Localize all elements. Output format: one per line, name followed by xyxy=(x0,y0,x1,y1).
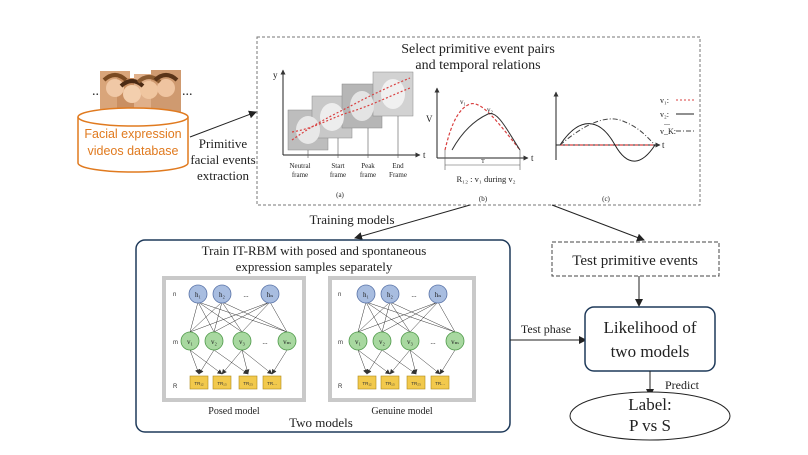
genuine-hidden-node-2: h₂ xyxy=(387,291,394,299)
label-line1: Label: xyxy=(628,395,671,414)
two-models-label: Two models xyxy=(289,415,353,430)
posed-model-diagram: n m R h₁ h₂ ... hₙ v₁ v xyxy=(162,276,306,417)
posed-visible-node-m: vₘ xyxy=(283,338,292,346)
select-title-line2: and temporal relations xyxy=(415,58,540,73)
posed-relation-node-23: TR₂₃ xyxy=(243,381,253,386)
genuine-visible-ellipsis: ... xyxy=(430,338,436,346)
genuine-model-label: Genuine model xyxy=(371,406,433,417)
posed-hidden-nodes: h₁ h₂ ... hₙ xyxy=(188,284,280,304)
panel-c-legend-v2: v₂: xyxy=(660,110,669,119)
posed-model-label: Posed model xyxy=(208,406,260,417)
posed-relation-nodes: TR₁₂ TR₁₃ TR₂₃ TR... xyxy=(189,375,282,390)
posed-hidden-node-2: h₂ xyxy=(219,291,226,299)
test-primitive-events-label: Test primitive events xyxy=(572,253,698,269)
ellipsis-left: ... xyxy=(92,84,103,99)
genuine-model-diagram: n m R h₁ h₂ ... hₙ v₁ v xyxy=(328,276,476,417)
genuine-relation-node-13: TR₁₃ xyxy=(385,381,395,386)
likelihood-line1: Likelihood of xyxy=(603,318,696,337)
posed-row-label-m: m xyxy=(173,340,178,346)
frame-label-end: End Frame xyxy=(389,162,407,179)
panel-b-t-label: T xyxy=(481,159,485,165)
panel-a-caption: (a) xyxy=(336,191,344,199)
extraction-label-line2: facial events xyxy=(190,152,255,167)
predict-label: Predict xyxy=(665,378,700,392)
genuine-row-label-r: R xyxy=(338,384,343,390)
test-primitive-events-box: Test primitive events xyxy=(551,241,720,277)
panel-b-v-axis: V xyxy=(426,114,433,124)
train-title-line2: expression samples separately xyxy=(236,259,393,274)
posed-visible-relation-edges xyxy=(189,349,288,375)
panel-b-event-relation: V t v₁ v₂ T R₁₂ : v₁ during v₂ (b) xyxy=(426,87,534,203)
ellipsis-right: ... xyxy=(182,84,193,99)
posed-hidden-node-n: hₙ xyxy=(267,291,274,299)
genuine-row-label-n: n xyxy=(338,292,341,298)
frame-label-start: Start frame xyxy=(330,162,346,179)
genuine-visible-nodes: v₁ v₂ v₃ ... vₘ xyxy=(348,331,465,351)
database-label-line1: Facial expression xyxy=(84,127,181,141)
likelihood-box: Likelihood of two models xyxy=(584,306,716,372)
likelihood-line2: two models xyxy=(611,342,690,361)
panel-c-legend-v1: v₁: xyxy=(660,96,669,105)
genuine-row-label-m: m xyxy=(338,340,343,346)
extraction-label-line3: extraction xyxy=(197,168,249,183)
database-label-line2: videos database xyxy=(87,144,178,158)
posed-visible-node-1: v₁ xyxy=(187,338,193,346)
genuine-relation-node-23: TR₂₃ xyxy=(411,381,421,386)
panel-b-caption: (b) xyxy=(479,195,488,203)
genuine-relation-node-more: TR... xyxy=(435,381,445,386)
genuine-visible-relation-edges xyxy=(357,349,456,375)
panel-c-legend-vk: v_K: xyxy=(660,127,676,136)
genuine-relation-nodes: TR₁₂ TR₁₃ TR₂₃ TR... xyxy=(357,375,450,390)
label-line2: P vs S xyxy=(629,416,671,435)
panel-a-y-axis: y xyxy=(273,70,278,80)
arrow-to-test xyxy=(551,204,645,242)
arrow-to-train xyxy=(354,204,471,240)
frame-label-neutral: Neutral frame xyxy=(290,162,311,179)
panel-a-facial-frames: y t Neutral frame Start frame Peak frame En… xyxy=(273,69,426,199)
panel-b-t-axis: t xyxy=(531,153,534,163)
genuine-visible-node-2: v₂ xyxy=(379,338,386,346)
panel-b-v2: v₂ xyxy=(487,106,494,114)
genuine-relation-node-12: TR₁₂ xyxy=(362,381,372,386)
posed-relation-node-13: TR₁₃ xyxy=(217,381,227,386)
genuine-hidden-ellipsis: ... xyxy=(411,291,417,299)
posed-hidden-ellipsis: ... xyxy=(243,291,249,299)
genuine-hidden-node-1: h₁ xyxy=(363,291,369,299)
genuine-hidden-visible-edges xyxy=(357,301,456,333)
posed-visible-ellipsis: ... xyxy=(262,338,268,346)
genuine-hidden-node-n: hₙ xyxy=(435,291,442,299)
posed-hidden-node-1: h₁ xyxy=(195,291,201,299)
arrow-to-select xyxy=(189,110,257,138)
label-ellipse: Label: P vs S xyxy=(569,391,731,441)
genuine-visible-node-m: vₘ xyxy=(451,338,460,346)
test-phase-label: Test phase xyxy=(521,322,571,336)
posed-hidden-visible-edges xyxy=(189,301,288,333)
panel-c-event-signals: t v₁: v₂: ... v_K: (c) xyxy=(553,91,694,203)
panel-c-caption: (c) xyxy=(602,195,610,203)
frame-label-peak: Peak frame xyxy=(360,162,376,179)
panel-b-relation: R₁₂ : v₁ during v₂ xyxy=(456,174,515,184)
panel-c-t-axis: t xyxy=(662,140,665,150)
panel-c-legend-ellipsis: ... xyxy=(664,118,670,127)
genuine-hidden-nodes: h₁ h₂ ... hₙ xyxy=(356,284,448,304)
posed-visible-node-3: v₃ xyxy=(239,338,246,346)
extraction-label-line1: Primitive xyxy=(199,136,248,151)
training-models-label: Training models xyxy=(309,212,394,227)
posed-visible-node-2: v₂ xyxy=(211,338,218,346)
train-title-line1: Train IT-RBM with posed and spontaneous xyxy=(202,243,427,258)
genuine-visible-node-3: v₃ xyxy=(407,338,414,346)
genuine-visible-node-1: v₁ xyxy=(355,338,361,346)
select-title-line1: Select primitive event pairs xyxy=(401,42,555,57)
facial-expression-database: Facial expression videos database xyxy=(77,107,189,173)
posed-row-label-r: R xyxy=(173,384,178,390)
panel-b-v1: v₁ xyxy=(460,98,466,106)
posed-relation-node-more: TR... xyxy=(267,381,277,386)
panel-a-t-axis: t xyxy=(423,150,426,160)
posed-row-label-n: n xyxy=(173,292,176,298)
posed-relation-node-12: TR₁₂ xyxy=(194,381,204,386)
posed-visible-nodes: v₁ v₂ v₃ ... vₘ xyxy=(180,331,297,351)
